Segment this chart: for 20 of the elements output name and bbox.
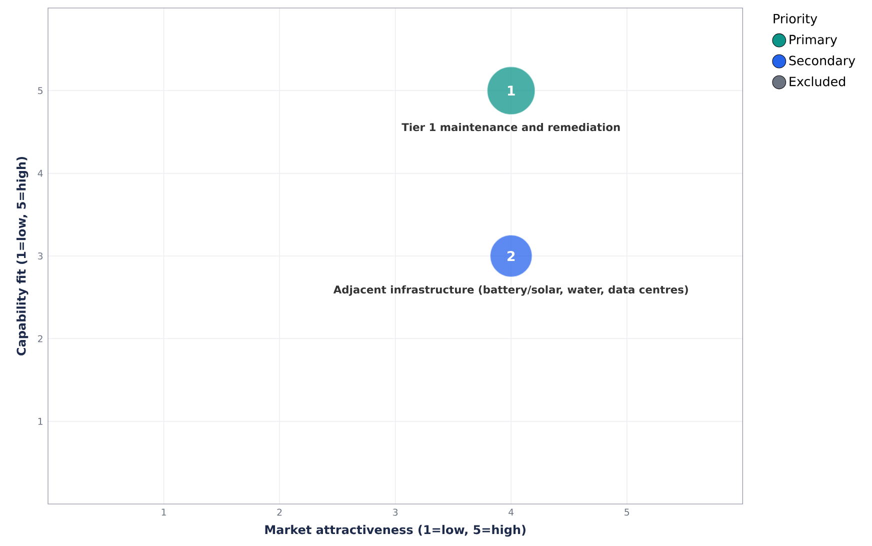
legend-title: Priority (774, 14, 818, 26)
x-tick-label: 3 (393, 508, 398, 516)
y-tick-label: 5 (38, 87, 42, 94)
x-tick-label: 1 (162, 508, 166, 516)
legend-label: Excluded (790, 76, 846, 86)
x-axis-title: Market attractiveness (1=low, 5=high) (265, 524, 526, 537)
annotation: 2 (508, 251, 515, 261)
x-tick-label: 5 (624, 508, 630, 516)
legend-label: Secondary (789, 56, 856, 68)
annotation: Adjacent infrastructure (battery/solar, water, data centres) (333, 285, 688, 296)
y-tick-label: 2 (38, 335, 42, 342)
y-tick-label: 4 (38, 170, 43, 177)
y-tick-label: 1 (38, 418, 42, 425)
x-tick-label: 2 (277, 508, 282, 516)
annotation: 1 (508, 86, 515, 96)
y-tick-label: 3 (38, 252, 43, 260)
legend-label: Primary (790, 34, 838, 47)
annotation: Tier 1 maintenance and remediation (402, 122, 620, 132)
x-tick-label: 4 (508, 508, 514, 516)
y-axis-title: Capability fit (1=low, 5=high) (16, 156, 28, 356)
